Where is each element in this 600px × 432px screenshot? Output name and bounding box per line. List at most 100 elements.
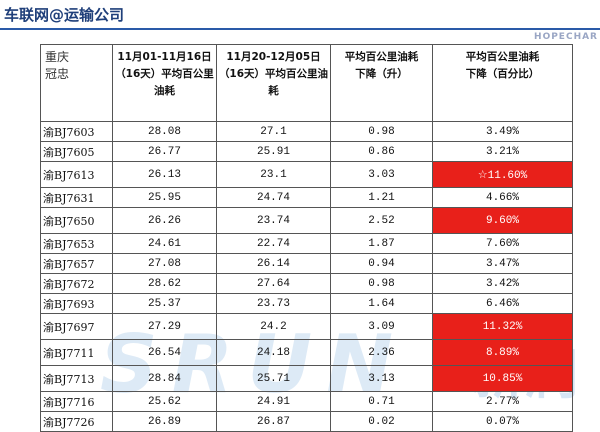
page: 车联网@运输公司 HOPECHAR SRUN 新润 重庆冠忠11月01-11月1… bbox=[0, 6, 600, 432]
title: 车联网@运输公司 bbox=[4, 6, 125, 24]
table: 重庆冠忠 11月01-11月16日 （16天）平均百公里油耗 11月20-12月05日… bbox=[40, 44, 573, 432]
value-cell: 0.02 bbox=[330, 411, 433, 432]
plate-cell: 渝BJ7726 bbox=[40, 411, 113, 432]
title-rule bbox=[0, 28, 600, 30]
header-cell: 重庆 冠忠 bbox=[40, 44, 113, 122]
value-cell: 3.47% bbox=[432, 253, 573, 274]
value-cell: 25.95 bbox=[112, 187, 217, 208]
plate-cell: 渝BJ7693 bbox=[40, 293, 113, 314]
value-cell: 26.89 bbox=[112, 411, 217, 432]
value-cell: 28.62 bbox=[112, 273, 217, 294]
value-cell: 26.14 bbox=[216, 253, 331, 274]
value-cell: 3.13 bbox=[330, 365, 433, 392]
value-cell: 25.62 bbox=[112, 391, 217, 412]
table-row: 渝BJ7650 26.26 23.74 2.52 9.60% bbox=[40, 207, 573, 234]
value-cell: 4.66% bbox=[432, 187, 573, 208]
header-cell: 平均百公里油耗 下降（百分比） bbox=[432, 44, 573, 122]
value-cell: 24.2 bbox=[216, 313, 331, 340]
value-cell: 10.85% bbox=[432, 365, 573, 392]
value-cell: 3.03 bbox=[330, 161, 433, 188]
logo: HOPECHAR bbox=[534, 32, 598, 42]
header-line: （16天）平均百公里油耗 bbox=[218, 68, 329, 97]
header-line: 重庆 bbox=[45, 50, 70, 64]
table-row: 渝BJ7711 26.54 24.18 2.36 8.89% bbox=[40, 339, 573, 366]
value-cell: 3.21% bbox=[432, 141, 573, 162]
value-cell: 0.98 bbox=[330, 121, 433, 142]
header-line: 平均百公里油耗 bbox=[465, 51, 540, 63]
plate-cell: 渝BJ7713 bbox=[40, 365, 113, 392]
plate-cell: 渝BJ7650 bbox=[40, 207, 113, 234]
value-cell: 0.98 bbox=[330, 273, 433, 294]
plate-cell: 渝BJ7653 bbox=[40, 233, 113, 254]
table-row: 渝BJ7726 26.89 26.87 0.02 0.07% bbox=[40, 411, 573, 432]
value-cell: 0.86 bbox=[330, 141, 433, 162]
table-row: 渝BJ7653 24.61 22.74 1.87 7.60% bbox=[40, 233, 573, 254]
value-cell: 27.64 bbox=[216, 273, 331, 294]
value-cell: 26.54 bbox=[112, 339, 217, 366]
value-cell: 3.09 bbox=[330, 313, 433, 340]
value-cell: 2.36 bbox=[330, 339, 433, 366]
value-cell: 3.49% bbox=[432, 121, 573, 142]
header-line: 冠忠 bbox=[45, 67, 70, 81]
table-row: 渝BJ7716 25.62 24.91 0.71 2.77% bbox=[40, 391, 573, 412]
value-cell: 1.64 bbox=[330, 293, 433, 314]
value-cell: 0.07% bbox=[432, 411, 573, 432]
value-cell: 25.91 bbox=[216, 141, 331, 162]
value-cell: 27.29 bbox=[112, 313, 217, 340]
value-cell: 24.74 bbox=[216, 187, 331, 208]
header-row: 重庆冠忠 11月01-11月16日 （16天）平均百公里油耗 11月20-12月05日… bbox=[40, 44, 573, 122]
value-cell: 23.1 bbox=[216, 161, 331, 188]
table-row: 渝BJ7613 26.13 23.1 3.03 ☆11.60% bbox=[40, 161, 573, 188]
table-row: 渝BJ7631 25.95 24.74 1.21 4.66% bbox=[40, 187, 573, 208]
header-line: 平均百公里油耗 bbox=[344, 51, 419, 63]
value-cell: 1.21 bbox=[330, 187, 433, 208]
table-row: 渝BJ7603 28.08 27.1 0.98 3.49% bbox=[40, 121, 573, 142]
header-line: 11月01-11月16日 bbox=[117, 51, 212, 63]
table-row: 渝BJ7713 28.84 25.71 3.13 10.85% bbox=[40, 365, 573, 392]
header-line: 下降（升） bbox=[355, 68, 408, 80]
plate-cell: 渝BJ7603 bbox=[40, 121, 113, 142]
header-line: 下降（百分比） bbox=[465, 68, 540, 80]
value-cell: 6.46% bbox=[432, 293, 573, 314]
header-line: （16天）平均百公里油耗 bbox=[115, 68, 214, 97]
value-cell: 7.60% bbox=[432, 233, 573, 254]
value-cell: 11.32% bbox=[432, 313, 573, 340]
value-cell: 24.18 bbox=[216, 339, 331, 366]
value-cell: 27.1 bbox=[216, 121, 331, 142]
plate-cell: 渝BJ7672 bbox=[40, 273, 113, 294]
value-cell: ☆11.60% bbox=[432, 161, 573, 188]
value-cell: 24.61 bbox=[112, 233, 217, 254]
value-cell: 27.08 bbox=[112, 253, 217, 274]
value-cell: 3.42% bbox=[432, 273, 573, 294]
header-cell: 平均百公里油耗 下降（升） bbox=[330, 44, 433, 122]
plate-cell: 渝BJ7657 bbox=[40, 253, 113, 274]
header-line: 11月20-12月05日 bbox=[226, 51, 321, 63]
value-cell: 26.26 bbox=[112, 207, 217, 234]
table-row: 渝BJ7605 26.77 25.91 0.86 3.21% bbox=[40, 141, 573, 162]
value-cell: 0.94 bbox=[330, 253, 433, 274]
table-row: 渝BJ7697 27.29 24.2 3.09 11.32% bbox=[40, 313, 573, 340]
value-cell: 24.91 bbox=[216, 391, 331, 412]
plate-cell: 渝BJ7711 bbox=[40, 339, 113, 366]
table-row: 渝BJ7657 27.08 26.14 0.94 3.47% bbox=[40, 253, 573, 274]
value-cell: 28.08 bbox=[112, 121, 217, 142]
value-cell: 1.87 bbox=[330, 233, 433, 254]
table-row: 渝BJ7672 28.62 27.64 0.98 3.42% bbox=[40, 273, 573, 294]
value-cell: 26.77 bbox=[112, 141, 217, 162]
header-cell: 11月01-11月16日 （16天）平均百公里油耗 bbox=[112, 44, 217, 122]
plate-cell: 渝BJ7613 bbox=[40, 161, 113, 188]
value-cell: 2.77% bbox=[432, 391, 573, 412]
plate-cell: 渝BJ7697 bbox=[40, 313, 113, 340]
table-row: 渝BJ7693 25.37 23.73 1.64 6.46% bbox=[40, 293, 573, 314]
value-cell: 8.89% bbox=[432, 339, 573, 366]
value-cell: 2.52 bbox=[330, 207, 433, 234]
value-cell: 23.73 bbox=[216, 293, 331, 314]
value-cell: 9.60% bbox=[432, 207, 573, 234]
value-cell: 26.87 bbox=[216, 411, 331, 432]
plate-cell: 渝BJ7605 bbox=[40, 141, 113, 162]
value-cell: 25.37 bbox=[112, 293, 217, 314]
plate-cell: 渝BJ7631 bbox=[40, 187, 113, 208]
plate-cell: 渝BJ7716 bbox=[40, 391, 113, 412]
value-cell: 25.71 bbox=[216, 365, 331, 392]
value-cell: 23.74 bbox=[216, 207, 331, 234]
